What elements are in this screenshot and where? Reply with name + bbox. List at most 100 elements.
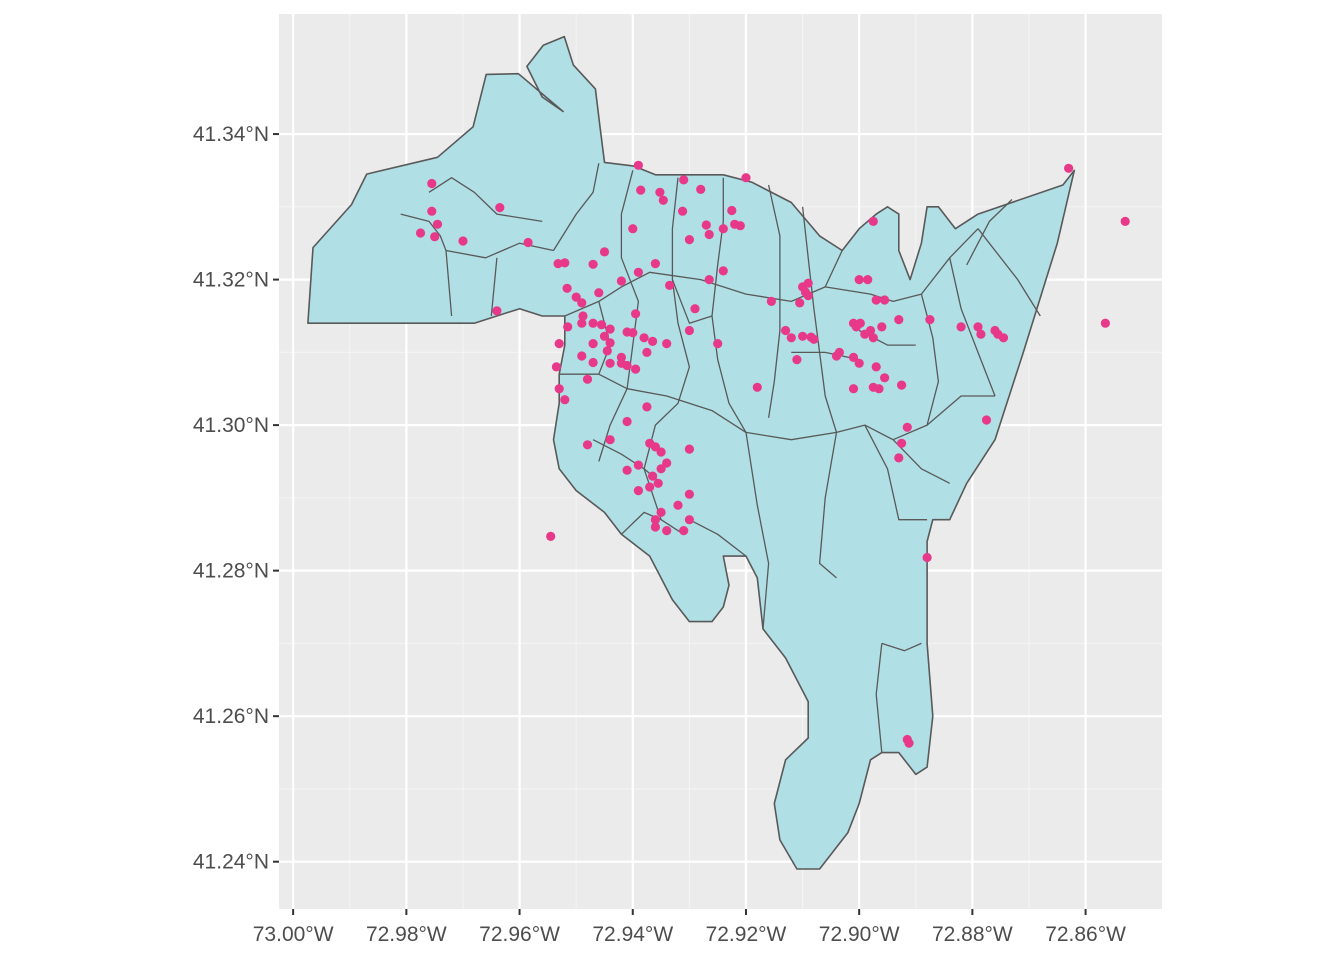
location-point	[658, 195, 668, 205]
tract-boundary	[864, 424, 928, 521]
location-point	[430, 232, 440, 242]
location-point	[560, 395, 570, 405]
location-point	[650, 259, 661, 269]
location-point	[636, 185, 646, 195]
location-point	[631, 309, 641, 319]
location-point	[704, 229, 714, 240]
location-point	[577, 351, 587, 361]
tract-boundary	[490, 257, 498, 317]
location-point	[427, 206, 437, 216]
location-point	[696, 184, 706, 194]
location-point	[904, 738, 914, 748]
tract-boundary	[949, 257, 996, 397]
location-point	[662, 458, 672, 468]
location-point	[673, 500, 683, 510]
location-point	[628, 328, 638, 338]
tract-boundary	[977, 228, 1041, 317]
location-point	[701, 220, 711, 230]
location-point	[871, 362, 881, 372]
location-point	[655, 187, 665, 197]
location-point	[766, 296, 777, 306]
location-point	[902, 422, 912, 432]
location-point	[662, 526, 672, 536]
location-point	[1100, 318, 1110, 328]
location-point	[854, 358, 864, 368]
major-gridlines	[279, 14, 1162, 909]
tract-boundary	[824, 250, 843, 288]
location-point	[894, 315, 904, 325]
location-point	[602, 346, 612, 356]
tract-boundary	[745, 432, 770, 629]
location-point	[562, 283, 572, 293]
x-tick-label: 72.94°W	[592, 923, 673, 946]
location-point	[735, 221, 745, 231]
tract-boundary	[767, 184, 781, 418]
location-point	[894, 453, 904, 463]
location-point	[713, 339, 723, 349]
tract-boundary	[671, 279, 713, 324]
location-point	[665, 280, 675, 290]
location-point	[432, 219, 443, 229]
y-tick-label: 41.24°N	[193, 851, 269, 874]
location-point	[577, 298, 587, 308]
location-point	[704, 275, 714, 285]
tract-boundary	[620, 511, 685, 535]
x-tick-label: 72.88°W	[932, 923, 1013, 946]
location-point	[871, 295, 881, 305]
location-point	[616, 276, 627, 286]
location-point	[605, 338, 615, 348]
tract-boundary	[552, 163, 600, 251]
location-point	[588, 357, 598, 368]
location-point	[690, 304, 700, 314]
location-point	[868, 216, 878, 226]
location-point	[616, 358, 627, 368]
location-point	[597, 320, 607, 330]
location-point	[577, 318, 587, 328]
x-tick-label: 72.92°W	[706, 923, 787, 946]
location-point	[718, 266, 728, 276]
location-point	[523, 237, 533, 248]
location-point	[727, 205, 737, 216]
tract-boundary	[881, 642, 922, 652]
location-point	[605, 358, 615, 368]
location-point	[679, 526, 689, 536]
location-point	[633, 486, 644, 496]
location-point	[752, 382, 762, 392]
location-point	[877, 322, 887, 332]
location-point	[656, 507, 666, 517]
location-point	[809, 334, 819, 344]
location-point	[578, 311, 588, 321]
location-point	[650, 515, 661, 525]
location-point	[633, 460, 644, 470]
location-point	[642, 402, 652, 412]
location-point	[495, 203, 505, 213]
location-point	[865, 325, 876, 336]
location-point	[645, 482, 655, 492]
tract-boundary	[689, 519, 747, 557]
location-point	[605, 435, 615, 445]
location-point	[653, 478, 663, 488]
tract-boundary	[875, 643, 883, 753]
location-point	[684, 489, 695, 499]
tract-boundary	[428, 177, 543, 223]
location-point	[553, 259, 563, 269]
location-point	[848, 384, 859, 394]
location-point	[718, 224, 728, 234]
location-point	[546, 531, 556, 542]
location-point	[684, 325, 695, 336]
y-tick-label: 41.26°N	[193, 705, 269, 728]
location-point	[594, 288, 604, 298]
location-point	[648, 471, 658, 481]
location-point	[880, 373, 890, 383]
location-point	[684, 235, 695, 245]
location-point	[786, 333, 796, 343]
tract-boundary	[445, 250, 453, 317]
location-point	[848, 352, 859, 362]
location-point	[679, 175, 689, 185]
tract-boundary	[892, 439, 950, 484]
location-point	[633, 160, 644, 170]
x-tick-label: 72.86°W	[1045, 923, 1126, 946]
location-point	[1120, 216, 1130, 226]
location-point	[631, 364, 641, 374]
